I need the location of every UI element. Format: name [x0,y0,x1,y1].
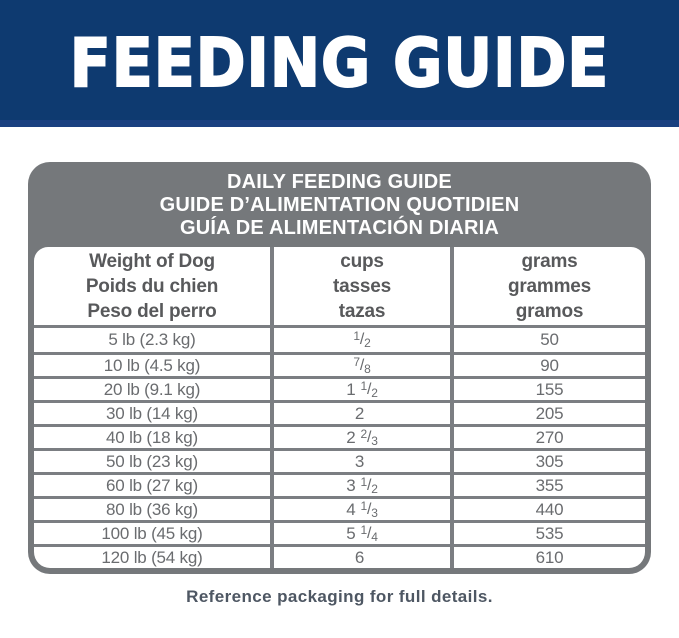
cups-whole-number: 5 [346,523,356,543]
cups-fraction-slash: / [367,380,372,398]
weight-cell: 5 lb (2.3 kg) [34,328,274,352]
weight-cell: 100 lb (45 kg) [34,523,274,544]
cups-cell: 5 1/4 [274,523,454,544]
feeding-table: Weight of Dog Poids du chien Peso del perr… [34,247,645,568]
cups-cell: 3 [274,451,454,472]
banner-accent-strip [0,120,679,127]
cups-cell: 7/8 [274,355,454,376]
table-row: 100 lb (45 kg) 5 1/4 535 [34,520,645,544]
cups-cell: 2 2/3 [274,427,454,448]
column-header-line: Peso del perro [87,300,217,322]
grams-cell: 50 [540,330,559,349]
cups-fraction-denominator: 2 [364,336,371,350]
table-row: 120 lb (54 kg) 6 610 [34,544,645,568]
table-row: 60 lb (27 kg) 3 1/2 355 [34,472,645,496]
cups-fraction-numerator: 2 [360,426,368,441]
cups-fraction-numerator: 1 [360,498,368,513]
feeding-guide-table-card: DAILY FEEDING GUIDE GUIDE D’ALIMENTATION … [28,162,651,574]
cups-fraction-denominator: 2 [371,385,378,400]
table-row: 10 lb (4.5 kg) 7/8 90 [34,352,645,376]
table-title-line: DAILY FEEDING GUIDE [227,171,452,193]
cups-fraction-denominator: 4 [371,529,378,544]
weight-cell: 50 lb (23 kg) [34,451,274,472]
grams-cell: 355 [535,475,564,495]
column-header-line: Weight of Dog [89,250,215,272]
column-header-weight: Weight of Dog Poids du chien Peso del perr… [34,247,274,325]
cups-cell: 1 1/2 [274,379,454,400]
cups-fraction-denominator: 2 [371,481,378,496]
column-header-line: cups [340,250,384,272]
cups-fraction-numerator: 1 [360,522,368,537]
weight-cell: 30 lb (14 kg) [34,403,274,424]
cups-cell: 1/2 [274,328,454,352]
column-header-line: tasses [333,275,391,297]
cups-fraction-numerator: 1 [353,329,360,343]
grams-cell: 270 [535,427,564,447]
cups-fraction-slash: / [359,356,365,374]
grams-cell: 535 [535,523,564,543]
cups-fraction-denominator: 3 [371,505,378,520]
grams-cell: 205 [535,403,564,423]
column-header-line: Poids du chien [85,275,219,297]
column-header-grams: grams grammes gramos [454,247,645,325]
cups-whole-number: 1 [346,379,356,399]
cups-cell: 3 1/2 [274,475,454,496]
cups-cell: 4 1/3 [274,499,454,520]
banner-title: FEEDING GUIDE [69,23,610,103]
table-row: 20 lb (9.1 kg) 1 1/2 155 [34,376,645,400]
grams-cell: 305 [535,451,564,471]
cups-fraction-numerator: 1 [360,378,368,393]
cups-whole-number: 4 [346,499,356,519]
cups-whole-number: 2 [346,427,356,447]
column-header-line: tazas [338,300,386,322]
column-header-line: grams [521,250,578,272]
grams-cell: 610 [535,547,564,567]
cups-fraction-slash: / [367,524,372,542]
grams-cell: 440 [535,499,564,519]
feeding-guide-banner: FEEDING GUIDE [0,0,679,120]
weight-cell: 20 lb (9.1 kg) [34,379,274,400]
table-row: 5 lb (2.3 kg) 1/2 50 [34,328,645,352]
table-title-line: GUIDE D’ALIMENTATION QUOTIDIEN [159,194,520,216]
cups-fraction-slash: / [367,476,372,494]
cups-whole-number: 3 [354,451,365,471]
cups-fraction-numerator: 1 [360,474,368,489]
cups-fraction-slash: / [367,428,372,446]
cups-whole-number: 2 [354,403,365,423]
table-row: 50 lb (23 kg) 3 305 [34,448,645,472]
table-row: 40 lb (18 kg) 2 2/3 270 [34,424,645,448]
column-header-cups: cups tasses tazas [274,247,454,325]
cups-cell: 6 [274,547,454,568]
table-title-line: GUÍA DE ALIMENTACIÓN DIARIA [179,217,500,239]
table-body: 5 lb (2.3 kg) 1/2 50 10 lb (4.5 kg) 7/8 90 20 … [34,328,645,568]
grams-cell: 155 [535,379,564,399]
column-header-line: gramos [515,300,584,322]
table-row: 80 lb (36 kg) 4 1/3 440 [34,496,645,520]
cups-fraction-numerator: 7 [353,354,360,369]
table-head-row: Weight of Dog Poids du chien Peso del perr… [34,247,645,328]
table-title: DAILY FEEDING GUIDE GUIDE D’ALIMENTATION … [34,162,645,247]
grams-cell: 90 [540,355,559,375]
cups-fraction-denominator: 3 [371,433,378,448]
cups-fraction-denominator: 8 [364,361,371,376]
weight-cell: 10 lb (4.5 kg) [34,355,274,376]
weight-cell: 60 lb (27 kg) [34,475,274,496]
cups-whole-number: 3 [346,475,356,495]
column-header-line: grammes [507,275,592,297]
weight-cell: 80 lb (36 kg) [34,499,274,520]
cups-cell: 2 [274,403,454,424]
weight-cell: 40 lb (18 kg) [34,427,274,448]
cups-whole-number: 6 [354,547,365,567]
cups-fraction-slash: / [359,331,365,348]
footer-note: Reference packaging for full details. [186,587,493,606]
table-row: 30 lb (14 kg) 2 205 [34,400,645,424]
cups-fraction-slash: / [367,500,372,518]
weight-cell: 120 lb (54 kg) [34,547,274,568]
